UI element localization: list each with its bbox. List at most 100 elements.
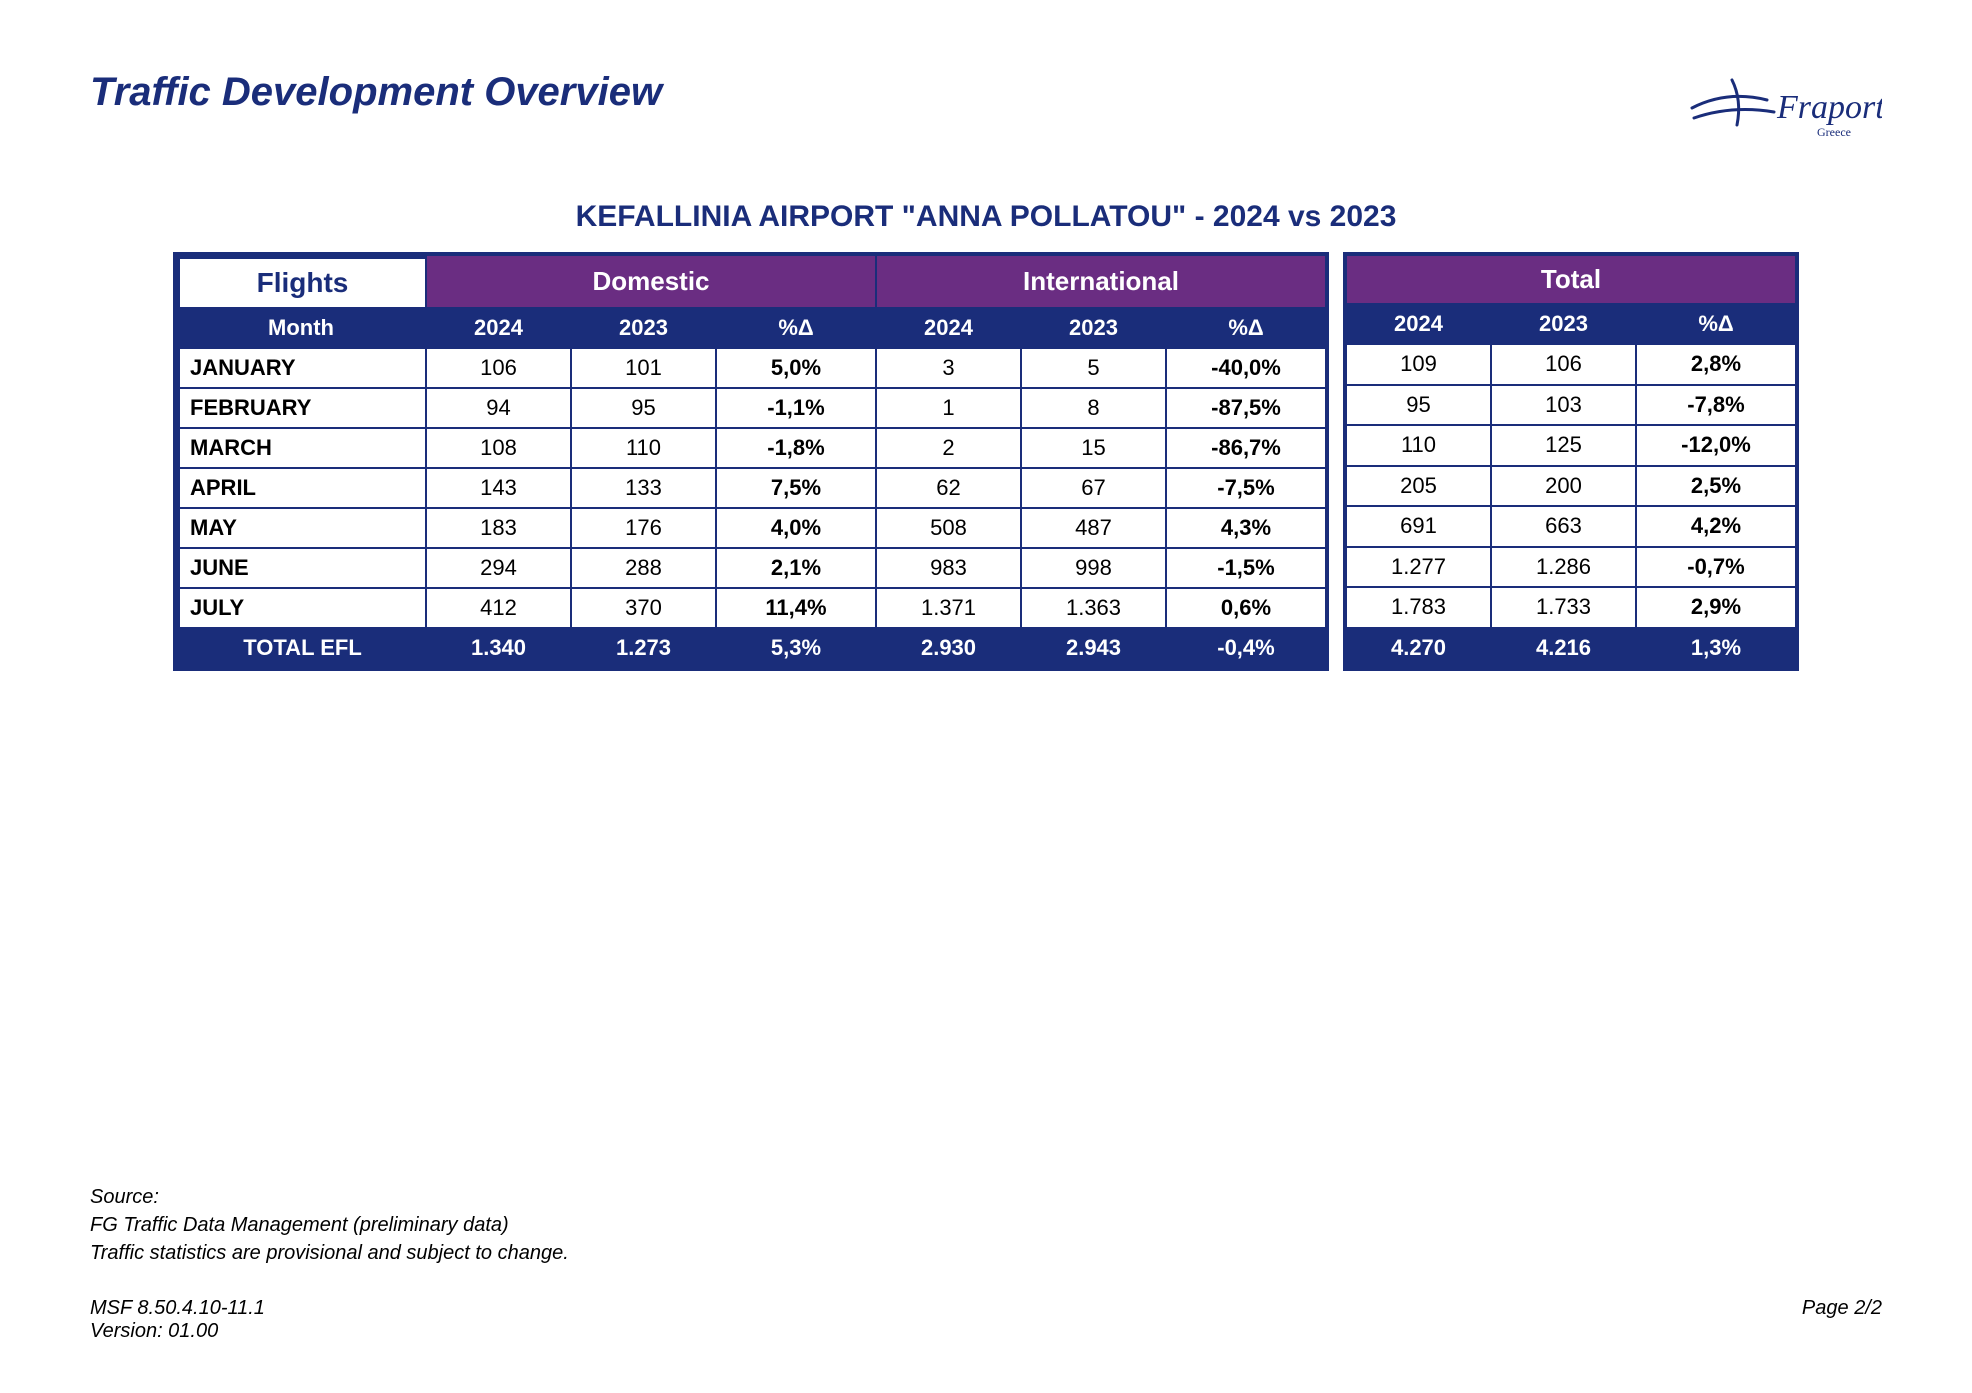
col-tot-2023: 2023 [1491, 304, 1636, 344]
total-label-cell: TOTAL EFL [176, 628, 426, 668]
tot-delta-cell: 2,9% [1636, 587, 1796, 628]
intl-2024-cell: 1.371 [876, 588, 1021, 628]
footer-msf: MSF 8.50.4.10-11.1 [90, 1297, 265, 1320]
tot-2024-total: 4.270 [1346, 628, 1491, 669]
logo-text: Fraport [1776, 89, 1882, 126]
dom-delta-cell: -1,8% [716, 428, 876, 468]
fraport-logo: Fraport Greece [1682, 70, 1882, 150]
dom-2023-cell: 110 [571, 428, 716, 468]
intl-2023-cell: 15 [1021, 428, 1166, 468]
tot-2023-cell: 663 [1491, 506, 1636, 547]
footer-version: Version: 01.00 [90, 1320, 265, 1343]
tot-2023-cell: 1.286 [1491, 547, 1636, 588]
page-title: Traffic Development Overview [90, 70, 662, 115]
table-row: JANUARY1061015,0%35-40,0% [176, 348, 1326, 388]
source-label: Source: [90, 1183, 1882, 1211]
tot-delta-cell: -12,0% [1636, 425, 1796, 466]
tot-2024-cell: 205 [1346, 466, 1491, 507]
dom-2024-total: 1.340 [426, 628, 571, 668]
table-title: KEFALLINIA AIRPORT "ANNA POLLATOU" - 202… [90, 200, 1882, 234]
intl-2024-cell: 3 [876, 348, 1021, 388]
total-header: Total [1346, 255, 1796, 304]
dom-2024-cell: 143 [426, 468, 571, 508]
tot-delta-cell: 2,5% [1636, 466, 1796, 507]
dom-2023-cell: 101 [571, 348, 716, 388]
table-row: JULY41237011,4%1.3711.3630,6% [176, 588, 1326, 628]
intl-2023-cell: 998 [1021, 548, 1166, 588]
table-row: 6916634,2% [1346, 506, 1796, 547]
domestic-header: Domestic [426, 255, 876, 308]
tot-2024-cell: 1.277 [1346, 547, 1491, 588]
dom-2024-cell: 106 [426, 348, 571, 388]
table-row: 110125-12,0% [1346, 425, 1796, 466]
dom-2024-cell: 294 [426, 548, 571, 588]
main-table: Flights Domestic International Month 202… [173, 252, 1329, 671]
month-cell: JUNE [176, 548, 426, 588]
intl-delta-cell: 4,3% [1166, 508, 1326, 548]
month-cell: JULY [176, 588, 426, 628]
dom-2024-cell: 108 [426, 428, 571, 468]
col-dom-delta: %Δ [716, 308, 876, 348]
footer: Source: FG Traffic Data Management (prel… [90, 1183, 1882, 1343]
dom-2023-total: 1.273 [571, 628, 716, 668]
dom-2023-cell: 133 [571, 468, 716, 508]
tot-2024-cell: 110 [1346, 425, 1491, 466]
tables-container: Flights Domestic International Month 202… [90, 252, 1882, 671]
table-row: 95103-7,8% [1346, 385, 1796, 426]
total-row: 4.2704.2161,3% [1346, 628, 1796, 669]
col-intl-2024: 2024 [876, 308, 1021, 348]
intl-delta-cell: -87,5% [1166, 388, 1326, 428]
tot-2023-cell: 103 [1491, 385, 1636, 426]
source-line1: FG Traffic Data Management (preliminary … [90, 1211, 1882, 1239]
intl-2024-cell: 1 [876, 388, 1021, 428]
table-row: APRIL1431337,5%6267-7,5% [176, 468, 1326, 508]
col-dom-2023: 2023 [571, 308, 716, 348]
intl-delta-cell: 0,6% [1166, 588, 1326, 628]
dom-2024-cell: 94 [426, 388, 571, 428]
table-row: 1.7831.7332,9% [1346, 587, 1796, 628]
intl-2023-cell: 1.363 [1021, 588, 1166, 628]
tot-2024-cell: 1.783 [1346, 587, 1491, 628]
logo-sub: Greece [1817, 125, 1851, 139]
total-table: Total 2024 2023 %Δ 1091062,8%95103-7,8%1… [1343, 252, 1799, 671]
col-intl-delta: %Δ [1166, 308, 1326, 348]
col-dom-2024: 2024 [426, 308, 571, 348]
dom-2023-cell: 176 [571, 508, 716, 548]
tot-2024-cell: 109 [1346, 344, 1491, 385]
tot-2024-cell: 691 [1346, 506, 1491, 547]
dom-2023-cell: 95 [571, 388, 716, 428]
table-row: 2052002,5% [1346, 466, 1796, 507]
month-cell: MARCH [176, 428, 426, 468]
international-header: International [876, 255, 1326, 308]
total-row: TOTAL EFL1.3401.2735,3%2.9302.943-0,4% [176, 628, 1326, 668]
table-row: JUNE2942882,1%983998-1,5% [176, 548, 1326, 588]
tot-2023-cell: 125 [1491, 425, 1636, 466]
col-tot-2024: 2024 [1346, 304, 1491, 344]
tot-2023-total: 4.216 [1491, 628, 1636, 669]
month-cell: JANUARY [176, 348, 426, 388]
intl-2023-cell: 67 [1021, 468, 1166, 508]
table-row: FEBRUARY9495-1,1%18-87,5% [176, 388, 1326, 428]
col-tot-delta: %Δ [1636, 304, 1796, 344]
intl-2023-total: 2.943 [1021, 628, 1166, 668]
dom-delta-cell: 7,5% [716, 468, 876, 508]
tot-2024-cell: 95 [1346, 385, 1491, 426]
dom-delta-total: 5,3% [716, 628, 876, 668]
month-cell: FEBRUARY [176, 388, 426, 428]
table-row: 1.2771.286-0,7% [1346, 547, 1796, 588]
tot-2023-cell: 106 [1491, 344, 1636, 385]
dom-2023-cell: 370 [571, 588, 716, 628]
tot-delta-cell: -0,7% [1636, 547, 1796, 588]
flights-header: Flights [176, 255, 426, 308]
intl-delta-cell: -7,5% [1166, 468, 1326, 508]
dom-delta-cell: 11,4% [716, 588, 876, 628]
intl-delta-total: -0,4% [1166, 628, 1326, 668]
dom-2023-cell: 288 [571, 548, 716, 588]
intl-delta-cell: -86,7% [1166, 428, 1326, 468]
intl-delta-cell: -1,5% [1166, 548, 1326, 588]
source-line2: Traffic statistics are provisional and s… [90, 1239, 1882, 1267]
intl-2024-total: 2.930 [876, 628, 1021, 668]
tot-2023-cell: 1.733 [1491, 587, 1636, 628]
dom-delta-cell: -1,1% [716, 388, 876, 428]
intl-delta-cell: -40,0% [1166, 348, 1326, 388]
